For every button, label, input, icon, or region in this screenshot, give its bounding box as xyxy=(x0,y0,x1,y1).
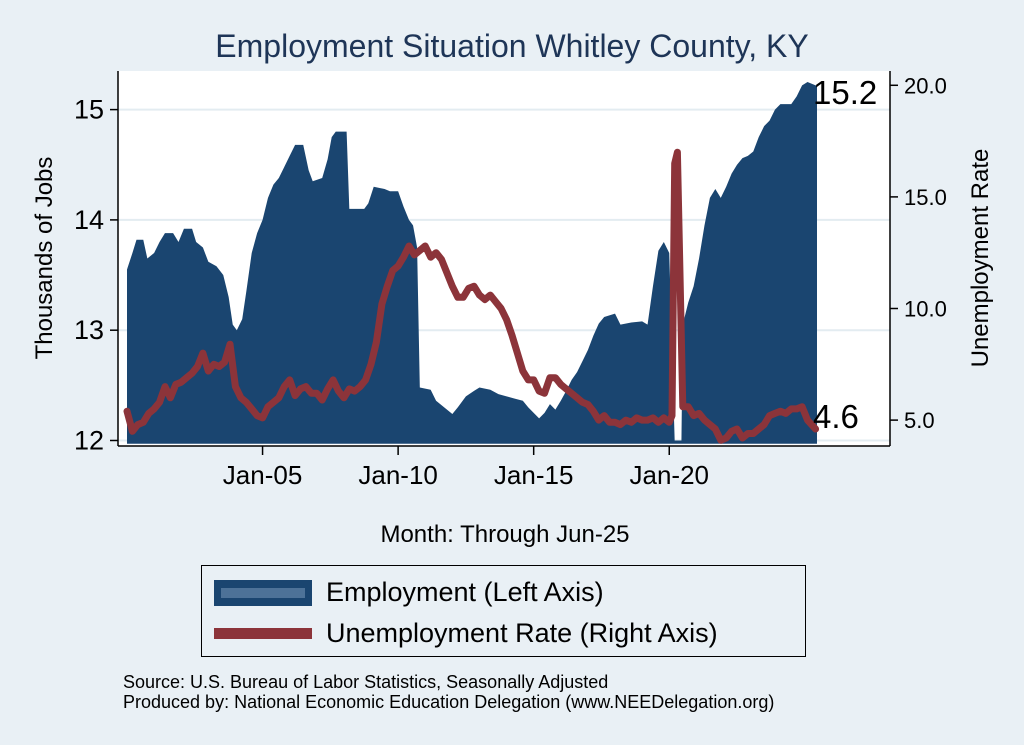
source-line: Source: U.S. Bureau of Labor Statistics,… xyxy=(123,672,609,692)
unemployment-end-label: 4.6 xyxy=(813,398,859,435)
legend-item-employment: Employment (Left Axis) xyxy=(214,577,604,608)
x-tick-label: Jan-05 xyxy=(223,460,303,490)
left-tick-label: 13 xyxy=(74,315,104,345)
employment-end-label: 15.2 xyxy=(813,74,877,111)
x-tick-label: Jan-10 xyxy=(358,460,438,490)
x-tick-label: Jan-20 xyxy=(629,460,709,490)
legend-swatch-bar xyxy=(214,579,312,606)
legend: Employment (Left Axis) Unemployment Rate… xyxy=(201,565,806,657)
left-tick-label: 12 xyxy=(74,425,104,455)
right-axis-title: Unemployment Rate xyxy=(967,149,994,368)
x-tick-label: Jan-15 xyxy=(494,460,574,490)
chart-title: Employment Situation Whitley County, KY xyxy=(215,28,809,64)
chart-canvas: 12 13 14 15 5.0 10.0 15.0 20.0 Jan-05 Jan-10 Jan-1… xyxy=(31,71,994,548)
left-tick-label: 14 xyxy=(74,205,104,235)
right-tick-label: 20.0 xyxy=(904,73,947,98)
legend-label-employment: Employment (Left Axis) xyxy=(326,577,604,607)
right-tick-label: 15.0 xyxy=(904,185,947,210)
employment-bars xyxy=(127,82,817,444)
producer-line: Produced by: National Economic Education… xyxy=(123,692,775,712)
source-note: Source: U.S. Bureau of Labor Statistics,… xyxy=(123,672,774,712)
legend-item-unemployment: Unemployment Rate (Right Axis) xyxy=(214,618,718,649)
right-tick-label: 10.0 xyxy=(904,297,947,322)
right-tick-label: 5.0 xyxy=(904,408,935,433)
unemployment-line xyxy=(123,148,820,444)
left-tick-label: 15 xyxy=(74,95,104,125)
x-axis-title: Month: Through Jun-25 xyxy=(380,521,629,548)
legend-label-unemployment: Unemployment Rate (Right Axis) xyxy=(326,618,718,648)
legend-swatch-line xyxy=(214,628,312,639)
left-axis-title: Thousands of Jobs xyxy=(31,157,58,360)
